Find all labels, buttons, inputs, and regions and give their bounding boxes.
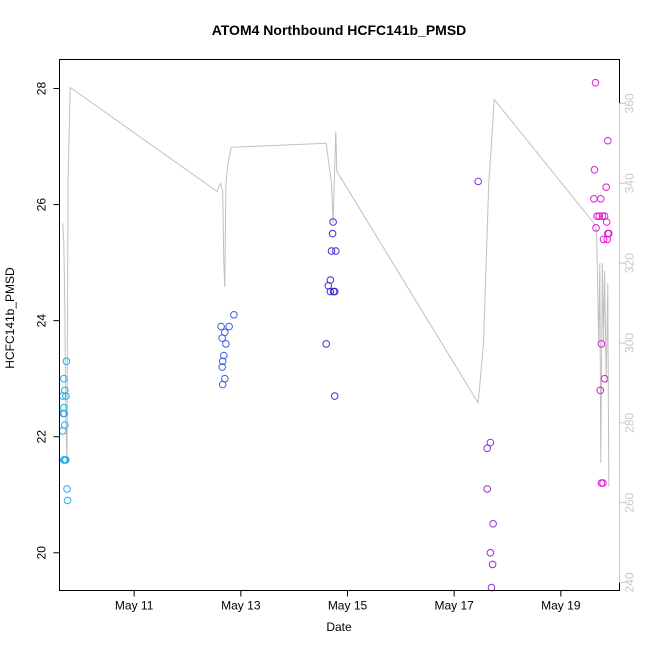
data-point-s3-2 [328, 229, 337, 238]
data-point-s3-3 [327, 247, 336, 255]
data-point-s5-21 [599, 479, 607, 487]
data-point-s1-14 [63, 485, 71, 493]
x-tick-label: May 11 [115, 599, 154, 613]
data-point-s1-5 [60, 403, 68, 412]
data-point-s4-8 [487, 583, 496, 592]
x-axis: May 11 May 13 May 15 May 17 May 19 [115, 590, 581, 613]
data-point-s5-18 [600, 374, 609, 383]
data-point-s1-2 [62, 357, 71, 366]
data-point-s2-3 [225, 322, 233, 331]
data-point-s5-6 [597, 195, 605, 203]
y-tick-label: 22 [35, 430, 49, 444]
data-point-s5-5 [590, 195, 598, 203]
data-point-s2-5 [218, 334, 226, 342]
y2-tick-label: 260 [623, 492, 637, 512]
data-point-s5-15 [599, 235, 608, 244]
data-point-s5-17 [597, 340, 606, 348]
y-axis-right: 240 260 280 300 320 340 360 [619, 93, 637, 593]
data-point-s1-1 [60, 374, 68, 383]
y-tick-label: 26 [35, 198, 49, 212]
data-point-s5-8 [595, 212, 604, 220]
data-point-s1-6 [62, 392, 70, 400]
data-point-s4-4 [483, 485, 492, 493]
data-point-s1-15 [63, 496, 72, 505]
data-point-s3-7 [326, 287, 335, 296]
data-point-s2-8 [218, 357, 227, 366]
data-point-s4-7 [488, 560, 497, 569]
data-point-s5-16 [603, 235, 612, 244]
data-point-s2-7 [220, 351, 228, 360]
x-axis-label: Date [326, 620, 352, 634]
data-point-s3-4 [332, 247, 340, 255]
data-point-s1-10 [58, 427, 67, 435]
y-tick-label: 24 [35, 314, 49, 328]
data-point-s2-4 [230, 311, 238, 319]
data-point-s5-11 [602, 218, 611, 226]
points-layer [58, 78, 613, 592]
y2-tick-label: 240 [623, 572, 637, 592]
y-tick-label: 20 [35, 546, 49, 560]
y2-tick-label: 280 [623, 412, 637, 432]
data-point-s5-9 [598, 212, 607, 220]
data-point-s1-4 [61, 386, 69, 395]
data-point-s3-1 [329, 218, 337, 226]
data-point-s4-2 [483, 444, 492, 453]
y-axis-label: HCFC141b_PMSD [3, 267, 17, 369]
data-point-s5-3 [590, 166, 599, 174]
x-tick-label: May 19 [541, 599, 581, 613]
y2-tick-label: 360 [623, 93, 637, 113]
data-point-s4-1 [474, 177, 483, 186]
y2-tick-label: 340 [623, 173, 637, 193]
data-point-s5-2 [604, 136, 612, 145]
y-tick-label: 28 [35, 82, 49, 96]
data-point-s2-9 [218, 363, 226, 371]
data-point-s4-3 [486, 438, 495, 447]
secondary-line-layer [62, 86, 610, 487]
x-tick-label: May 13 [221, 599, 261, 613]
data-point-s3-10 [322, 340, 331, 348]
data-point-s4-5 [489, 520, 497, 528]
chart-title: ATOM4 Northbound HCFC141b_PMSD [212, 22, 467, 38]
data-point-s2-1 [217, 322, 225, 331]
data-point-s5-1 [591, 78, 600, 87]
y-axis-left: 20 22 24 26 28 [35, 82, 60, 560]
x-tick-label: May 17 [434, 599, 474, 613]
data-point-s3-9 [330, 287, 339, 296]
data-point-s1-13 [62, 456, 70, 464]
x-tick-label: May 15 [328, 599, 368, 613]
data-point-s5-19 [596, 386, 605, 395]
data-point-s5-12 [592, 224, 600, 232]
y2-tick-label: 320 [623, 253, 637, 273]
secondary-trace-line [62, 86, 610, 487]
y2-tick-label: 300 [623, 333, 637, 353]
data-point-s2-11 [218, 380, 227, 389]
data-point-s2-6 [222, 340, 230, 348]
data-point-s3-11 [330, 392, 339, 400]
data-point-s5-7 [593, 212, 601, 220]
data-point-s4-6 [486, 549, 495, 557]
data-point-s5-4 [602, 183, 611, 191]
data-point-s1-8 [60, 409, 69, 418]
